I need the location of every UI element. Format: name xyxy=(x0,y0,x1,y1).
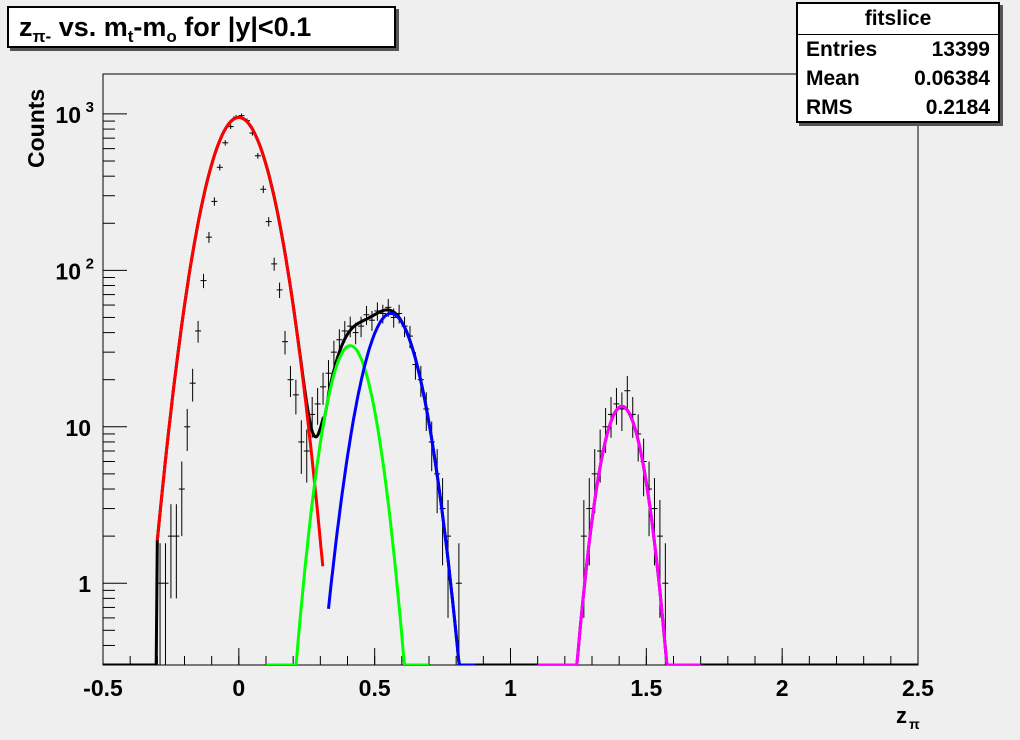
y-tick-label: 10 xyxy=(65,415,91,441)
x-tick-label: -0.5 xyxy=(83,675,123,701)
stats-row-rms: RMS 0.2184 xyxy=(798,93,998,122)
title-z: z xyxy=(19,12,33,42)
x-tick-label: 0 xyxy=(232,675,245,701)
stats-key: RMS xyxy=(806,96,853,119)
y-axis-label: Counts xyxy=(23,89,49,168)
title-tail: for |y|<0.1 xyxy=(176,12,312,42)
plot-frame xyxy=(102,73,919,666)
fit-component-red xyxy=(155,115,325,567)
plot-title: zπ- vs. mt-mo for |y|<0.1 xyxy=(7,6,396,48)
y-tick-exponent: 2 xyxy=(86,255,94,272)
stats-row-entries: Entries 13399 xyxy=(798,35,998,64)
stats-key: Mean xyxy=(806,67,860,90)
x-tick-label: 0.5 xyxy=(359,675,391,701)
x-tick-label: 2 xyxy=(776,675,789,701)
title-sub-pi: π- xyxy=(32,27,52,46)
y-tick-label: 1 xyxy=(78,571,91,597)
title-sub-t: t xyxy=(127,27,134,46)
stats-value: 13399 xyxy=(931,38,990,61)
stats-row-mean: Mean 0.06384 xyxy=(798,64,998,93)
stats-name: fitslice xyxy=(798,4,998,35)
title-minus-m: -m xyxy=(133,12,167,42)
stats-key: Entries xyxy=(806,38,878,61)
x-tick-label: 1 xyxy=(504,675,517,701)
title-sub-o: o xyxy=(166,27,177,46)
x-tick-label: 1.5 xyxy=(630,675,662,701)
title-vs-m: vs. m xyxy=(51,12,128,42)
fit-component-green xyxy=(266,344,429,665)
stats-value: 0.2184 xyxy=(925,96,990,119)
y-tick-label: 10 xyxy=(55,258,81,284)
x-tick-label: 2.5 xyxy=(902,675,934,701)
y-tick-label: 10 xyxy=(55,102,81,128)
stats-value: 0.06384 xyxy=(914,67,990,90)
fit-component-magenta xyxy=(537,404,701,665)
fit-component-blue xyxy=(327,312,476,665)
x-axis-label-sub: π xyxy=(909,716,920,732)
y-tick-exponent: 3 xyxy=(86,99,94,116)
x-axis-label: z xyxy=(896,703,907,728)
stats-box: fitslice Entries 13399 Mean 0.06384 RMS … xyxy=(796,2,1000,123)
